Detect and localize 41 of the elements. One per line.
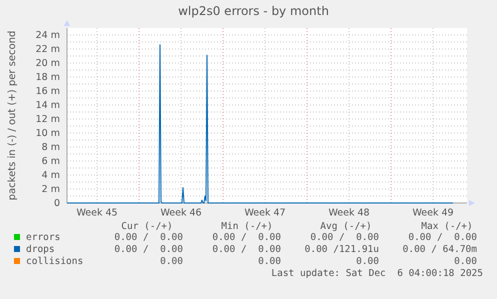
y-tick-label: 10 m <box>36 128 60 140</box>
y-tick-label: 16 m <box>36 86 60 98</box>
text: 0.00 / 64.70m <box>402 244 478 255</box>
chart-title: wlp2s0 errors - by month <box>178 4 329 18</box>
y-tick-label: 2 m <box>42 184 60 196</box>
y-tick-label: 20 m <box>36 58 60 70</box>
y-tick-label: 0 <box>54 198 60 210</box>
x-tick-label: Week 47 <box>244 208 286 219</box>
text: 0.00 <box>454 256 478 267</box>
text: 0.00 / 0.00 <box>310 232 380 243</box>
x-tick-label: Week 46 <box>160 208 202 219</box>
y-tick-label: 22 m <box>36 44 60 56</box>
x-tick-label: Week 45 <box>76 208 118 219</box>
text: 0.00 / 0.00 <box>408 232 478 243</box>
y-tick-label: 24 m <box>36 30 60 42</box>
text: Cur (-/+) <box>121 221 173 232</box>
text: Max (-/+) <box>421 221 473 232</box>
text: 0.00 <box>356 256 380 267</box>
y-tick-label: 14 m <box>36 100 60 112</box>
text: Avg (-/+) <box>320 221 372 232</box>
text: Min (-/+) <box>221 221 273 232</box>
y-tick-label: 18 m <box>36 72 60 84</box>
line-series <box>66 44 454 204</box>
text: 0.00 / 0.00 <box>212 232 282 243</box>
text: 0.00 / 0.00 <box>114 232 184 243</box>
x-tick-label: Week 48 <box>328 208 370 219</box>
legend-label: drops <box>26 244 55 255</box>
text: 0.00 <box>258 256 282 267</box>
x-tick-label: Week 49 <box>412 208 454 219</box>
y-tick-label: 12 m <box>36 114 60 126</box>
text: 0.00 /121.91u <box>304 244 379 255</box>
text: Last update: Sat Dec 6 04:00:18 2025 <box>271 268 483 279</box>
y-tick-label: 4 m <box>42 170 60 182</box>
text: 0.00 <box>160 256 184 267</box>
legend-label: errors <box>26 232 60 243</box>
y-tick-label: 8 m <box>42 142 60 154</box>
text: 0.00 / 0.00 <box>114 244 184 255</box>
y-tick-label: 6 m <box>42 156 60 168</box>
y-axis-title: packets in (-) / out (+) per second <box>7 30 18 200</box>
legend-label: collisions <box>26 256 84 267</box>
text: 0.00 / 0.00 <box>212 244 282 255</box>
